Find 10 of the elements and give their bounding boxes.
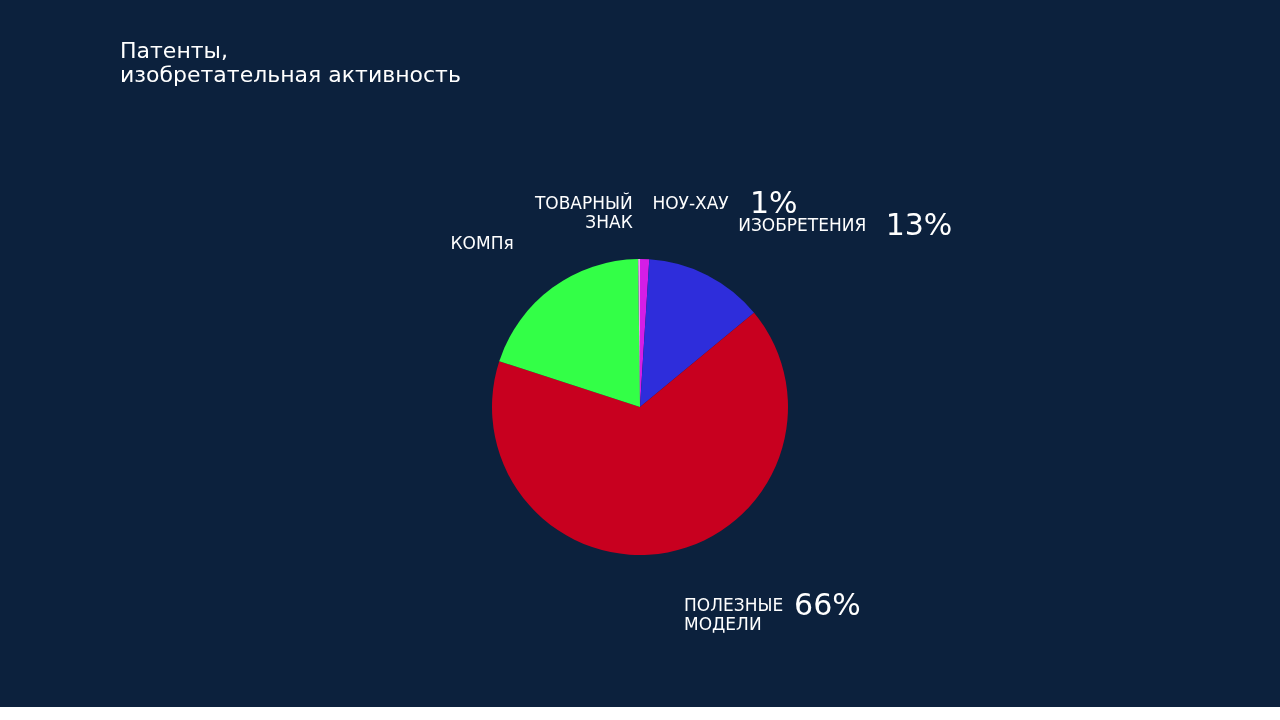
pie-slice	[640, 259, 755, 407]
data-label: 13%	[885, 207, 953, 243]
pie-slice	[499, 259, 640, 407]
slice-label: ПОЛЕЗНЫЕ МОДЕЛИ	[684, 595, 784, 635]
slice-label: НОУ-ХАУ	[652, 193, 730, 214]
data-label: 66%	[794, 587, 861, 623]
slice-label: КОМПя	[450, 232, 514, 253]
chart-title: Патенты, изобретательная активность	[120, 38, 461, 87]
pie-slice	[492, 312, 788, 555]
slice-label: ТОВАРНЫЙ ЗНАК	[533, 192, 633, 232]
